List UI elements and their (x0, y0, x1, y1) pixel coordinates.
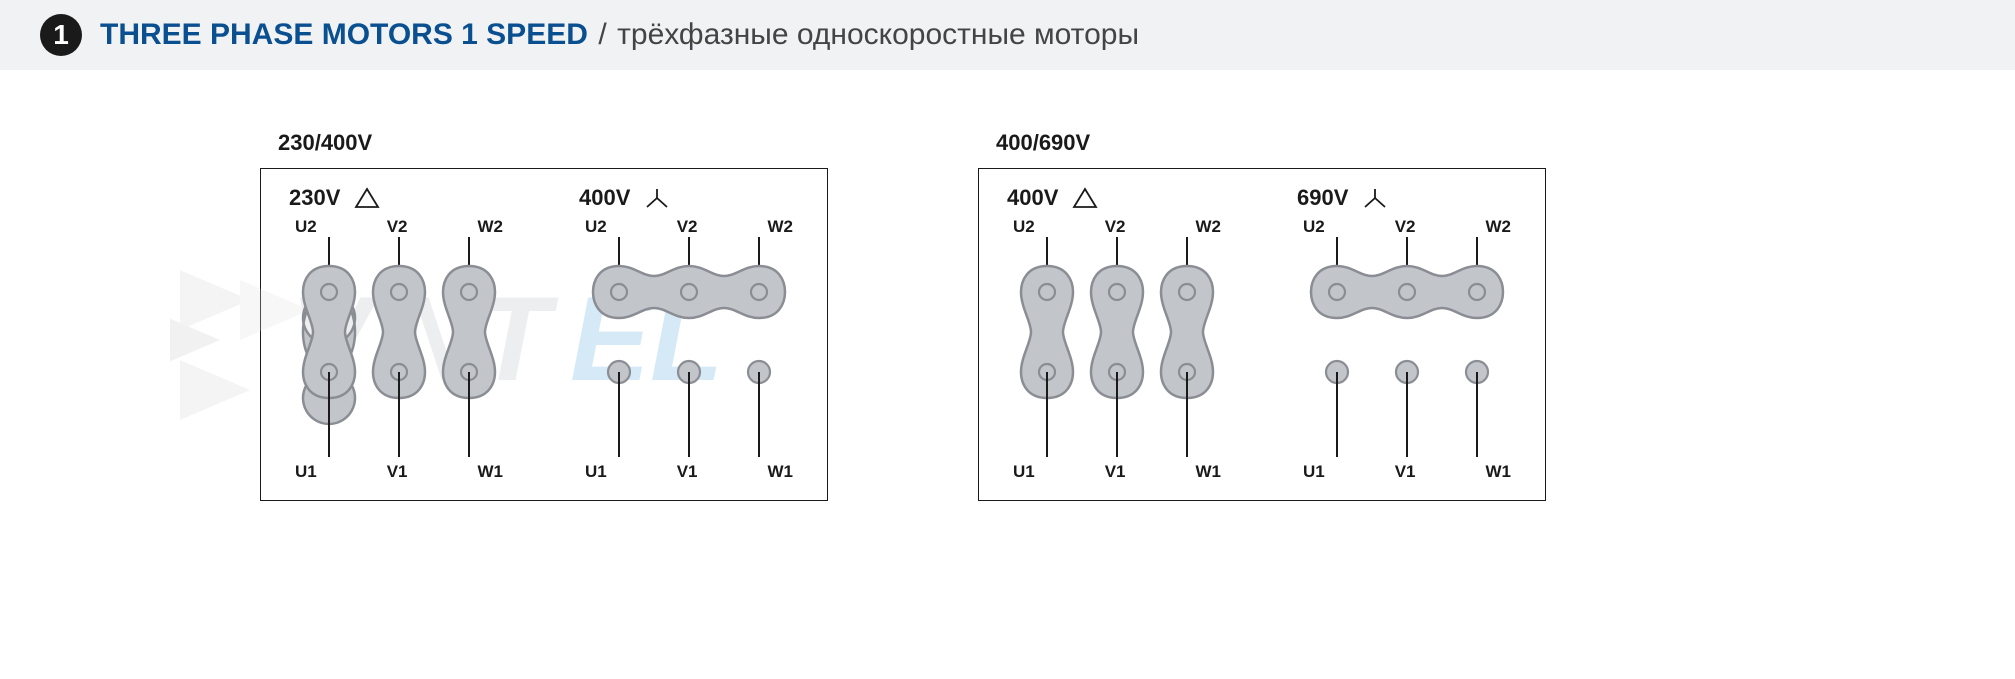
star-icon (1362, 187, 1388, 209)
terminal-label: U1 (295, 462, 317, 482)
voltage-label: 690V (1297, 185, 1348, 211)
delta-icon (1072, 187, 1098, 209)
terminal-label: U2 (1303, 217, 1325, 237)
terminal-label: W1 (768, 462, 794, 482)
wiring-svg-holder (579, 237, 799, 462)
section-number: 1 (53, 19, 69, 51)
terminal-label: V1 (387, 462, 408, 482)
voltage-group-1: 230/400V 230V U2 V2 W2 (260, 130, 828, 501)
title-text-row: THREE PHASE MOTORS 1 SPEED / трёхфазные … (100, 18, 1139, 52)
terminal-label: W1 (1486, 462, 1512, 482)
terminal-label: W2 (768, 217, 794, 237)
terminal-label: U1 (1303, 462, 1325, 482)
terminal-label: U1 (1013, 462, 1035, 482)
star-icon (644, 187, 670, 209)
wiring-svg-delta (1007, 237, 1227, 457)
terminal-label: V2 (677, 217, 698, 237)
diagram-400v-star: 400V U2 V2 W2 (579, 185, 799, 482)
top-labels-row: U2 V2 W2 (1297, 217, 1517, 237)
title-separator: / (598, 18, 606, 51)
diagram-header: 230V (289, 185, 509, 211)
terminal-label: U1 (585, 462, 607, 482)
diagrams-area: 230/400V 230V U2 V2 W2 (0, 70, 2015, 501)
title-bar: 1 THREE PHASE MOTORS 1 SPEED / трёхфазны… (0, 0, 2015, 70)
terminal-label: W2 (1486, 217, 1512, 237)
terminal-label: W2 (478, 217, 504, 237)
bottom-labels-row: U1 V1 W1 (1007, 462, 1227, 482)
diagram-header: 400V (1007, 185, 1227, 211)
delta-icon (354, 187, 380, 209)
diagram-header: 400V (579, 185, 799, 211)
voltage-label: 400V (579, 185, 630, 211)
terminal-label: U2 (585, 217, 607, 237)
group-label: 400/690V (996, 130, 1546, 156)
group-box: 400V U2 V2 W2 (978, 168, 1546, 501)
terminal-label: W1 (1196, 462, 1222, 482)
wiring-svg-star (1297, 237, 1517, 457)
top-labels-row: U2 V2 W2 (1007, 217, 1227, 237)
title-russian: трёхфазные односкоростные моторы (617, 18, 1139, 51)
top-labels-row: U2 V2 W2 (289, 217, 509, 237)
terminal-label: U2 (295, 217, 317, 237)
voltage-label: 400V (1007, 185, 1058, 211)
title-english: THREE PHASE MOTORS 1 SPEED (100, 18, 588, 51)
voltage-label: 230V (289, 185, 340, 211)
terminal-label: V2 (1105, 217, 1126, 237)
wiring-svg-holder (1297, 237, 1517, 462)
voltage-group-2: 400/690V 400V U2 V2 W2 (978, 130, 1546, 501)
wiring-svg-holder (289, 237, 509, 462)
group-label: 230/400V (278, 130, 828, 156)
diagram-header: 690V (1297, 185, 1517, 211)
bottom-labels-row: U1 V1 W1 (289, 462, 509, 482)
top-labels-row: U2 V2 W2 (579, 217, 799, 237)
terminal-label: W2 (1196, 217, 1222, 237)
terminal-label: V2 (1395, 217, 1416, 237)
terminal-label: V1 (1105, 462, 1126, 482)
diagram-230v-delta: 230V U2 V2 W2 (289, 185, 509, 482)
diagram-690v-star: 690V U2 V2 W2 (1297, 185, 1517, 482)
terminal-label: V1 (677, 462, 698, 482)
wiring-svg-star (579, 237, 799, 457)
terminal-label: W1 (478, 462, 504, 482)
group-box: 230V U2 V2 W2 (260, 168, 828, 501)
bottom-labels-row: U1 V1 W1 (579, 462, 799, 482)
terminal-label: V1 (1395, 462, 1416, 482)
wiring-svg-delta (289, 237, 509, 457)
section-number-circle: 1 (40, 14, 82, 56)
diagram-400v-delta: 400V U2 V2 W2 (1007, 185, 1227, 482)
terminal-label: U2 (1013, 217, 1035, 237)
wiring-svg-holder (1007, 237, 1227, 462)
terminal-label: V2 (387, 217, 408, 237)
bottom-labels-row: U1 V1 W1 (1297, 462, 1517, 482)
